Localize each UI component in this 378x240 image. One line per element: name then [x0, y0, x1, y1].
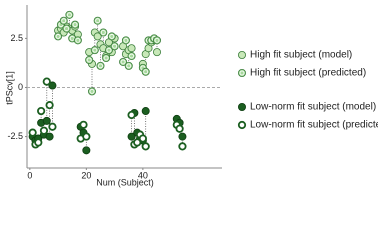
marker — [127, 132, 136, 141]
marker — [42, 116, 51, 125]
marker — [127, 44, 136, 53]
marker — [48, 81, 57, 90]
marker — [93, 32, 102, 41]
marker-ring — [75, 37, 81, 43]
marker-ring — [129, 53, 134, 59]
marker-ring — [72, 22, 78, 28]
marker — [48, 122, 57, 131]
marker-ring — [66, 12, 72, 18]
y-tick-label: -2.5 — [7, 131, 23, 141]
marker — [85, 55, 94, 64]
x-tick-label: 20 — [81, 170, 91, 180]
marker — [45, 101, 54, 110]
chart: tPScv[1] Num (Subject) 2.5 0 -2.5 0 20 40 High… — [4, 5, 378, 187]
marker — [110, 42, 119, 51]
marker-ring — [86, 57, 92, 63]
marker-ring — [120, 59, 126, 65]
marker — [141, 142, 150, 151]
marker — [178, 142, 187, 151]
marker-ring — [112, 43, 118, 49]
legend-marker — [237, 103, 246, 112]
marker — [34, 138, 43, 147]
marker — [127, 110, 136, 120]
marker — [42, 77, 51, 86]
marker-ring — [109, 34, 115, 39]
marker-ring — [95, 18, 101, 24]
y-axis-label: tPScv[1] — [4, 71, 14, 105]
marker — [141, 107, 150, 116]
legend-marker — [237, 51, 246, 60]
marker — [90, 46, 99, 55]
marker-ring — [98, 63, 103, 69]
marker-ring — [100, 30, 106, 35]
marker — [62, 24, 71, 33]
marker — [138, 134, 147, 143]
marker — [82, 132, 91, 141]
legend-marker — [237, 120, 247, 130]
marker-ring — [126, 63, 132, 69]
marker-ring — [106, 47, 112, 53]
legend-label: Low-norm fit subject (model) — [250, 102, 376, 113]
marker-ring — [239, 70, 245, 76]
marker — [141, 67, 150, 76]
marker — [82, 146, 91, 155]
y-tick-label: 2.5 — [10, 33, 23, 43]
marker — [102, 54, 111, 63]
marker — [152, 48, 161, 57]
legend-label: High fit subject (predicted) — [250, 68, 366, 79]
marker-ring — [61, 18, 67, 24]
legend-marker — [237, 69, 246, 78]
marker — [133, 138, 142, 147]
marker — [71, 20, 80, 29]
marker — [178, 132, 187, 141]
marker — [88, 87, 97, 96]
marker — [39, 126, 49, 135]
marker-ring — [92, 47, 98, 53]
marker — [59, 16, 68, 25]
marker-ring — [103, 55, 109, 61]
x-tick-label: 0 — [27, 170, 32, 180]
marker — [93, 16, 102, 25]
marker — [127, 52, 136, 61]
marker — [119, 57, 128, 66]
marker — [104, 46, 113, 55]
marker-ring — [89, 89, 95, 94]
marker-ring — [64, 26, 69, 31]
y-tick-label: 0 — [18, 82, 23, 92]
marker — [54, 32, 63, 41]
marker — [99, 28, 108, 37]
marker — [152, 36, 161, 45]
legend-label: High fit subject (model) — [250, 50, 352, 61]
legend-label: Low-norm fit subject (predicted) — [250, 120, 378, 131]
marker — [79, 120, 88, 129]
marker — [28, 128, 37, 137]
marker — [65, 10, 74, 19]
x-axis-label: Num (Subject) — [96, 177, 154, 187]
x-tick-label: 40 — [138, 170, 148, 180]
marker-ring — [123, 37, 129, 43]
marker — [37, 106, 46, 116]
marker — [107, 32, 116, 41]
marker-ring — [143, 69, 149, 75]
marker-ring — [154, 37, 160, 43]
marker-ring — [55, 34, 61, 39]
marker-ring — [69, 35, 75, 41]
marker — [121, 36, 130, 45]
marker — [45, 132, 54, 141]
marker — [96, 61, 105, 70]
marker — [175, 124, 184, 133]
marker — [124, 61, 133, 70]
marker — [73, 36, 82, 45]
